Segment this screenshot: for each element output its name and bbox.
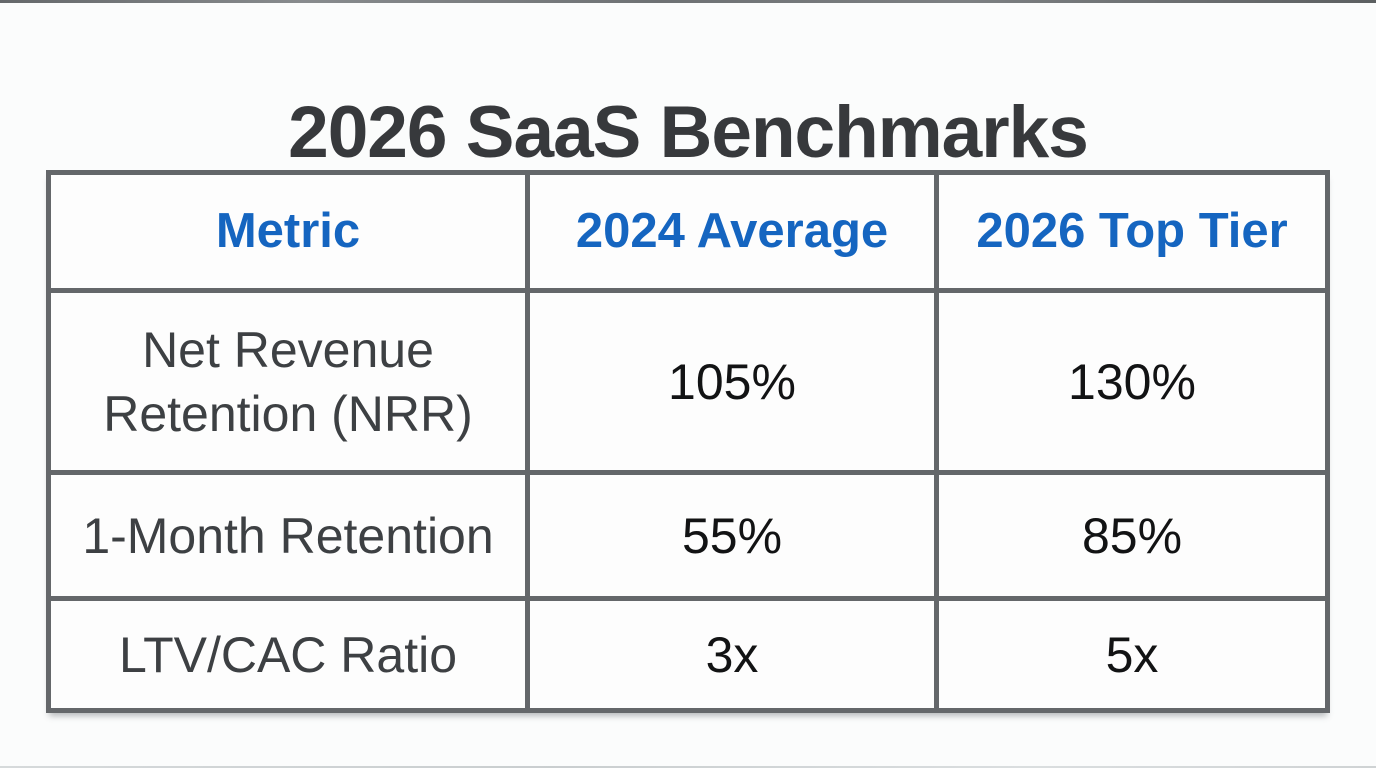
column-header-2026-top-tier: 2026 Top Tier [939, 175, 1325, 288]
table-row-value-2024: 105% [530, 293, 934, 470]
table-row-value-2026: 130% [939, 293, 1325, 470]
column-header-2024-average: 2024 Average [530, 175, 934, 288]
screen-edge-artifact-top [0, 0, 1376, 3]
column-header-metric: Metric [51, 175, 525, 288]
table-row-metric-label: Net Revenue Retention (NRR) [51, 293, 525, 470]
table-row-value-2026: 85% [939, 475, 1325, 596]
table-row-value-2024: 55% [530, 475, 934, 596]
screen-edge-artifact-bottom [0, 766, 1376, 768]
table-row-metric-label: 1-Month Retention [51, 475, 525, 596]
benchmarks-table: Metric 2024 Average 2026 Top Tier Net Re… [46, 170, 1330, 713]
table-row-metric-label: LTV/CAC Ratio [51, 601, 525, 708]
table-row-value-2024: 3x [530, 601, 934, 708]
table-row-value-2026: 5x [939, 601, 1325, 708]
page-title: 2026 SaaS Benchmarks [288, 91, 1089, 173]
